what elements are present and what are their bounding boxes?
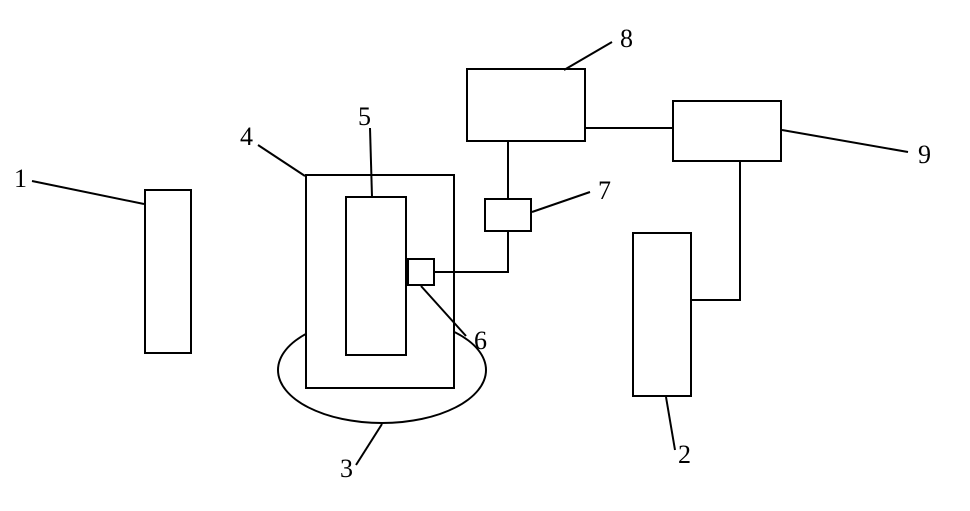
node-block-9	[672, 100, 782, 162]
label-1: 1	[14, 164, 27, 194]
label-5: 5	[358, 102, 371, 132]
label-8: 8	[620, 24, 633, 54]
label-4: 4	[240, 122, 253, 152]
label-9: 9	[918, 140, 931, 170]
label-3: 3	[340, 454, 353, 484]
node-block-6	[407, 258, 435, 286]
node-block-7	[484, 198, 532, 232]
label-6: 6	[474, 326, 487, 356]
node-block-5	[345, 196, 407, 356]
node-block-1	[144, 189, 192, 354]
label-2: 2	[678, 440, 691, 470]
node-block-8	[466, 68, 586, 142]
label-7: 7	[598, 176, 611, 206]
node-block-2	[632, 232, 692, 397]
diagram-canvas: 1 2 3 4 5 6 7 8 9	[0, 0, 970, 511]
